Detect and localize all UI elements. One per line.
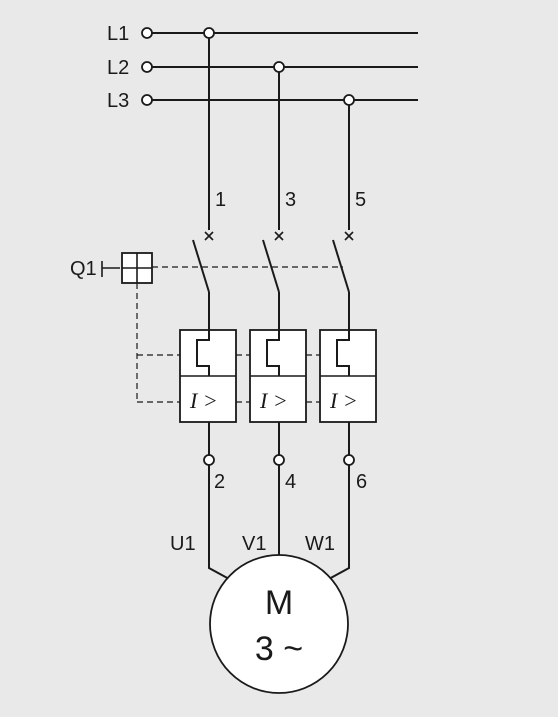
terminal-l2 [141,61,153,73]
breaker-q1: Q1 [70,252,343,403]
phase-drops: 1 3 5 [192,27,366,330]
junction-l3 [343,94,355,106]
terminal-2 [203,454,215,466]
breaker-label: Q1 [70,258,97,280]
protection-unit-3: I > [319,329,377,423]
protection-units: I > I > I > [179,329,377,423]
terminal-6 [343,454,355,466]
switch-contact-2 [262,239,280,293]
label-l3: L3 [107,90,129,112]
terminal-label-1: 1 [215,189,226,211]
motor-terminal-w1: W1 [305,533,335,555]
motor-leads: 2 4 6 U1 V1 W1 [170,422,367,581]
overcurrent-symbol-2: I > [259,388,288,413]
label-l2: L2 [107,57,129,79]
motor-circle [209,554,349,694]
terminal-label-5: 5 [355,189,366,211]
terminal-label-4: 4 [285,471,296,493]
label-l1: L1 [107,23,129,45]
switch-contact-1 [192,239,210,293]
terminal-l1 [141,27,153,39]
terminal-label-6: 6 [356,471,367,493]
protection-unit-2: I > [249,329,307,423]
overcurrent-symbol-1: I > [189,388,218,413]
lead-w1 [326,465,350,581]
supply-lines: L1 L2 L3 [107,23,418,112]
terminal-label-2: 2 [214,471,225,493]
contact-marks [204,231,354,241]
lead-u1 [208,465,232,581]
motor-symbol: M 3 ~ [209,554,349,694]
motor-label: M [265,584,293,622]
protection-unit-1: I > [179,329,237,423]
terminal-label-3: 3 [285,189,296,211]
motor-terminal-v1: V1 [242,533,266,555]
terminal-l3 [141,94,153,106]
terminal-4 [273,454,285,466]
overcurrent-symbol-3: I > [329,388,358,413]
junction-l1 [203,27,215,39]
switch-contact-3 [332,239,350,293]
motor-terminal-u1: U1 [170,533,196,555]
motor-phase-label: 3 ~ [255,630,303,668]
junction-l2 [273,61,285,73]
